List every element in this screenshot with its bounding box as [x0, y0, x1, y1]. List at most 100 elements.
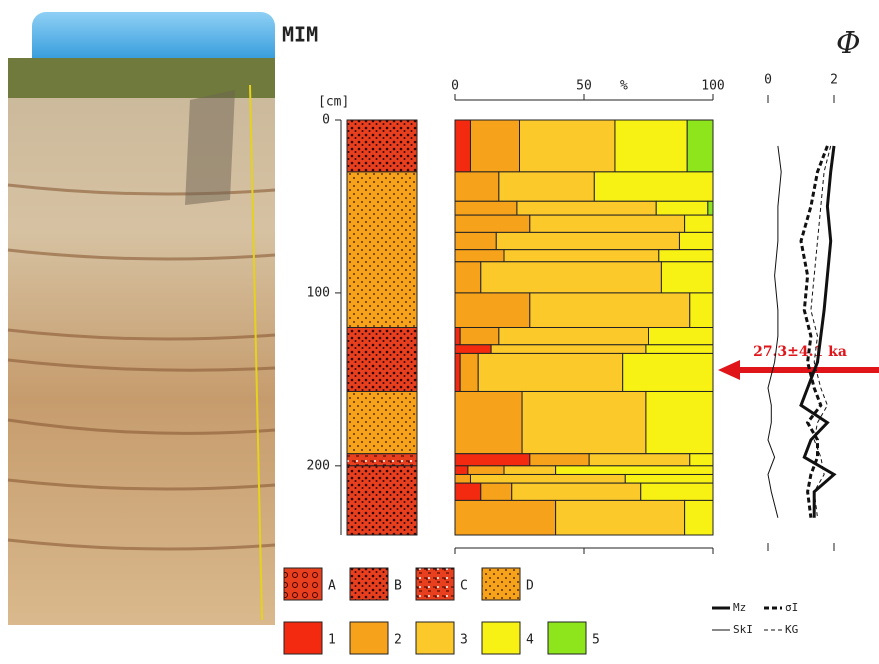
grain-segment	[455, 454, 530, 466]
curve	[801, 146, 834, 518]
grain-segment	[478, 353, 622, 391]
grain-segment	[455, 474, 470, 483]
lithology-legend-label: D	[526, 579, 534, 594]
grain-segment	[522, 391, 646, 453]
grain-segment	[641, 483, 713, 500]
grain-segment	[455, 466, 468, 475]
curve	[801, 146, 827, 518]
class-legend-swatch	[284, 622, 322, 654]
percent-unit: %	[620, 79, 628, 94]
grain-segment	[594, 172, 713, 201]
lithology-legend-label: B	[394, 579, 402, 594]
grain-segment	[455, 262, 481, 293]
grain-segment	[455, 172, 499, 201]
lithology-legend-swatch	[482, 568, 520, 600]
grain-segment	[455, 353, 460, 391]
grain-segment	[468, 466, 504, 475]
grain-segment	[687, 120, 713, 172]
lithology-layer	[347, 391, 417, 453]
class-legend-swatch	[548, 622, 586, 654]
grain-segment	[481, 483, 512, 500]
grain-segment	[517, 201, 656, 215]
lithology-legend-swatch	[284, 568, 322, 600]
grain-segment	[615, 120, 687, 172]
grain-segment	[460, 353, 478, 391]
grain-segment	[512, 483, 641, 500]
grain-segment	[455, 250, 504, 262]
grain-segment	[661, 262, 713, 293]
grain-segment	[455, 215, 530, 232]
grain-segment	[455, 483, 481, 500]
percent-tick-label: 100	[701, 79, 724, 94]
class-legend-label: 5	[592, 633, 600, 648]
grain-segment	[455, 201, 517, 215]
grain-segment	[455, 391, 522, 453]
grain-segment	[679, 232, 713, 249]
grain-segment	[530, 215, 685, 232]
grain-segment	[589, 454, 690, 466]
grain-segment	[470, 474, 625, 483]
grain-segment	[481, 262, 662, 293]
grain-segment	[690, 293, 713, 328]
grain-segment	[690, 454, 713, 466]
percent-tick-label: 0	[451, 79, 459, 94]
legend-label: Mz	[733, 601, 746, 614]
depth-tick-label: 200	[307, 458, 330, 473]
class-legend-label: 1	[328, 633, 336, 648]
depth-tick-label: 100	[307, 285, 330, 300]
grain-segment	[455, 232, 496, 249]
phi-symbol: Φ	[836, 26, 861, 61]
grain-segment	[491, 345, 646, 354]
legend-label: SkI	[733, 623, 753, 636]
grain-segment	[499, 172, 594, 201]
figure: MIM Φ [cm] % 27.3±4.1 ka 010020005010002…	[0, 0, 879, 664]
grain-segment	[499, 328, 649, 345]
title: MIM	[282, 23, 318, 47]
phi-tick-label: 0	[764, 73, 772, 88]
grain-segment	[455, 328, 460, 345]
percent-tick-label: 50	[576, 79, 592, 94]
grain-segment	[455, 120, 470, 172]
grain-segment	[504, 250, 659, 262]
lithology-legend-swatch	[416, 568, 454, 600]
lithology-layer	[347, 172, 417, 328]
lithology-legend-label: A	[328, 579, 336, 594]
grain-segment	[455, 345, 491, 354]
grain-segment	[520, 120, 615, 172]
grain-segment	[530, 454, 589, 466]
grain-segment	[625, 474, 713, 483]
grain-segment	[649, 328, 714, 345]
class-legend-swatch	[482, 622, 520, 654]
grain-segment	[455, 500, 556, 535]
grain-segment	[646, 345, 713, 354]
phi-tick-label: 2	[830, 73, 838, 88]
depth-tick-label: 0	[322, 113, 330, 128]
lithology-layer	[347, 120, 417, 172]
grain-segment	[504, 466, 556, 475]
grain-segment	[460, 328, 499, 345]
depth-label: [cm]	[318, 95, 349, 110]
class-legend-label: 4	[526, 633, 534, 648]
grain-segment	[646, 391, 713, 453]
grain-segment	[556, 466, 713, 475]
grain-segment	[496, 232, 679, 249]
photo	[8, 12, 275, 625]
grain-segment	[470, 120, 519, 172]
lithology-legend-label: C	[460, 579, 468, 594]
class-legend-swatch	[350, 622, 388, 654]
lithology-layer	[347, 466, 417, 535]
legend-label: KG	[785, 623, 798, 636]
lithology-layer	[347, 328, 417, 392]
date-arrowhead	[718, 360, 740, 380]
lithology-layer	[347, 454, 417, 466]
grain-segment	[685, 215, 713, 232]
lithology-legend-swatch	[350, 568, 388, 600]
page: {"title":"MIM", "depth_axis":{"label":"[…	[0, 0, 879, 664]
grain-segment	[656, 201, 708, 215]
class-legend-label: 2	[394, 633, 402, 648]
grain-segment	[659, 250, 713, 262]
grain-segment	[708, 201, 713, 215]
grain-segment	[556, 500, 685, 535]
class-legend-swatch	[416, 622, 454, 654]
grain-segment	[455, 293, 530, 328]
